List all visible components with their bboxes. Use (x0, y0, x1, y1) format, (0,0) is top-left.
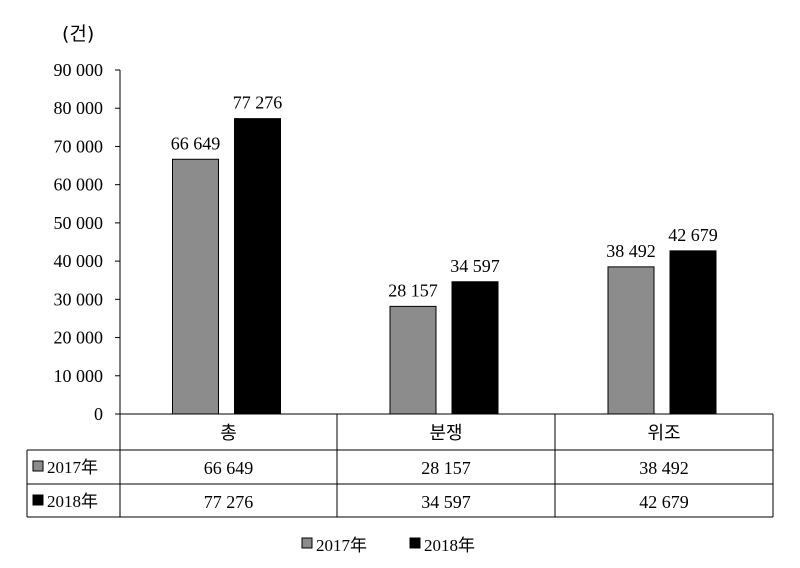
unit-label: (건) (62, 23, 94, 45)
table-cell: 42 679 (639, 492, 689, 512)
category-label: 분쟁 (429, 423, 462, 444)
table-cell: 34 597 (421, 492, 471, 512)
data-label: 42 679 (668, 225, 718, 245)
y-tick-label: 60 000 (54, 175, 104, 195)
y-tick-label: 20 000 (54, 328, 104, 348)
y-tick-label: 50 000 (54, 213, 104, 233)
y-tick-label: 80 000 (54, 98, 104, 118)
bar-2017-0 (172, 158, 219, 415)
bar-2018-1 (451, 281, 499, 415)
y-tick-label: 70 000 (54, 136, 104, 156)
data-label: 34 597 (450, 256, 500, 276)
category-label: 위조 (647, 423, 680, 444)
legend-swatch (409, 537, 421, 549)
category-label: 총 (220, 423, 237, 444)
table-legend-swatch (32, 460, 44, 472)
data-label: 28 157 (388, 280, 438, 300)
bar-2018-0 (234, 118, 281, 415)
table-legend-swatch (32, 494, 44, 506)
y-tick-label: 40 000 (54, 251, 104, 271)
table-cell: 77 276 (204, 492, 254, 512)
data-label: 38 492 (606, 241, 656, 261)
legend-swatch (301, 537, 313, 549)
data-label: 77 276 (233, 93, 283, 113)
table-cell: 38 492 (639, 458, 689, 478)
bar-2018-2 (669, 250, 717, 415)
legend-label: 2018年 (424, 536, 475, 555)
y-tick-label: 0 (94, 404, 103, 424)
y-tick-label: 90 000 (54, 60, 104, 80)
legend-label: 2017年 (316, 536, 367, 555)
table-row-label: 2017年 (47, 458, 98, 477)
y-tick-label: 10 000 (54, 366, 104, 386)
table-row-label: 2018年 (47, 492, 98, 511)
data-label: 66 649 (171, 133, 221, 153)
table-cell: 66 649 (204, 458, 254, 478)
bar-2017-1 (389, 305, 437, 415)
table-cell: 28 157 (421, 458, 471, 478)
y-tick-label: 30 000 (54, 289, 104, 309)
bar-2017-2 (607, 266, 655, 415)
